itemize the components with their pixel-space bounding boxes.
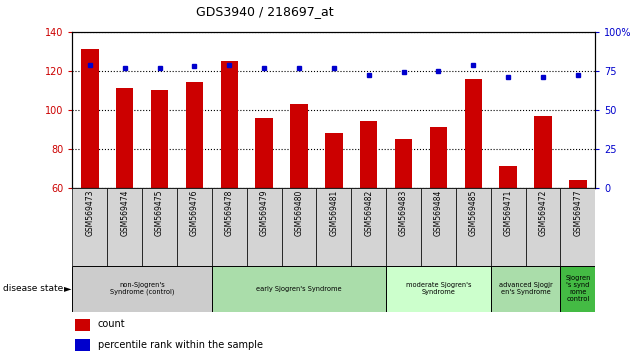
Bar: [75, 319, 89, 331]
Bar: [107, 188, 142, 266]
Bar: [220, 61, 238, 188]
Bar: [75, 339, 89, 350]
Bar: [325, 133, 343, 188]
Bar: [247, 188, 282, 266]
Bar: [534, 115, 552, 188]
Bar: [491, 188, 525, 266]
Bar: [212, 188, 247, 266]
Text: GSM569481: GSM569481: [329, 190, 338, 236]
Bar: [142, 188, 177, 266]
Bar: [151, 90, 168, 188]
Text: GSM569476: GSM569476: [190, 190, 199, 236]
Bar: [72, 188, 107, 266]
Text: early Sjogren's Syndrome: early Sjogren's Syndrome: [256, 286, 342, 291]
Bar: [561, 188, 595, 266]
Text: GSM569478: GSM569478: [225, 190, 234, 236]
Bar: [282, 188, 316, 266]
Text: GSM569472: GSM569472: [539, 190, 547, 236]
Bar: [430, 127, 447, 188]
Text: GSM569475: GSM569475: [155, 190, 164, 236]
Bar: [352, 188, 386, 266]
Bar: [81, 50, 98, 188]
Text: advanced Sjogjr
en's Syndrome: advanced Sjogjr en's Syndrome: [499, 282, 553, 295]
Bar: [186, 82, 203, 188]
Bar: [72, 266, 212, 312]
Text: GSM569485: GSM569485: [469, 190, 478, 236]
Text: GSM569480: GSM569480: [295, 190, 304, 236]
Text: non-Sjogren's
Syndrome (control): non-Sjogren's Syndrome (control): [110, 282, 175, 295]
Text: Sjogren
's synd
rome
control: Sjogren 's synd rome control: [565, 275, 590, 302]
Text: GSM569479: GSM569479: [260, 190, 268, 236]
Bar: [256, 118, 273, 188]
Text: GDS3940 / 218697_at: GDS3940 / 218697_at: [196, 5, 333, 18]
Text: GSM569473: GSM569473: [86, 190, 94, 236]
Text: GSM569484: GSM569484: [434, 190, 443, 236]
Text: GSM569483: GSM569483: [399, 190, 408, 236]
Bar: [386, 266, 491, 312]
Bar: [500, 166, 517, 188]
Bar: [395, 139, 412, 188]
Text: moderate Sjogren's
Syndrome: moderate Sjogren's Syndrome: [406, 282, 471, 295]
Bar: [561, 266, 595, 312]
Text: count: count: [98, 319, 125, 329]
Text: disease state: disease state: [3, 284, 64, 293]
Bar: [316, 188, 352, 266]
Text: GSM569482: GSM569482: [364, 190, 373, 236]
Text: ►: ►: [64, 284, 72, 293]
Bar: [177, 188, 212, 266]
Bar: [525, 188, 561, 266]
Text: GSM569471: GSM569471: [504, 190, 513, 236]
Bar: [360, 121, 377, 188]
Bar: [421, 188, 456, 266]
Bar: [491, 266, 561, 312]
Bar: [569, 180, 587, 188]
Bar: [212, 266, 386, 312]
Bar: [386, 188, 421, 266]
Text: GSM569477: GSM569477: [573, 190, 582, 236]
Bar: [116, 88, 134, 188]
Bar: [290, 104, 307, 188]
Bar: [456, 188, 491, 266]
Text: GSM569474: GSM569474: [120, 190, 129, 236]
Text: percentile rank within the sample: percentile rank within the sample: [98, 339, 263, 350]
Bar: [465, 79, 482, 188]
